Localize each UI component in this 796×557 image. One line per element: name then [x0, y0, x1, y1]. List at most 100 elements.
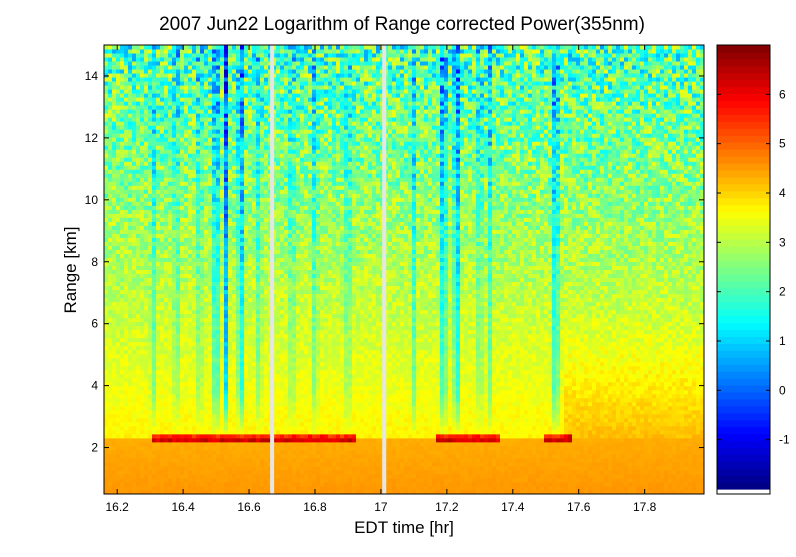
heatmap-cell [136, 193, 141, 198]
heatmap-cell [108, 165, 113, 170]
heatmap-cell [148, 401, 153, 407]
heatmap-cell [224, 205, 229, 210]
heatmap-cell [248, 173, 253, 178]
heatmap-cell [104, 101, 109, 106]
heatmap-cell [248, 45, 253, 50]
heatmap-cell [200, 141, 205, 146]
heatmap-cell [228, 377, 233, 383]
heatmap-cell [240, 265, 245, 270]
heatmap-cell [148, 449, 153, 455]
heatmap-cell [104, 413, 109, 419]
heatmap-cell [140, 285, 145, 291]
heatmap-cell [188, 177, 193, 182]
heatmap-cell [128, 133, 133, 138]
heatmap-cell [228, 145, 233, 150]
heatmap-cell [120, 149, 125, 154]
heatmap-cell [260, 325, 265, 331]
heatmap-cell [172, 145, 177, 150]
heatmap-cell [132, 421, 137, 427]
heatmap-cell [236, 321, 241, 327]
heatmap-cell [128, 373, 133, 379]
heatmap-cell [152, 121, 157, 126]
heatmap-cell [244, 325, 249, 331]
heatmap-cell [196, 329, 201, 335]
heatmap-cell [224, 489, 229, 495]
heatmap-cell [184, 45, 189, 50]
heatmap-cell [272, 321, 277, 327]
heatmap-cell [228, 365, 233, 371]
heatmap-cell [276, 333, 281, 339]
heatmap-cell [160, 53, 165, 58]
heatmap-cell [188, 189, 193, 194]
heatmap-cell [264, 441, 269, 447]
heatmap-cell [108, 433, 113, 439]
heatmap-cell [260, 317, 265, 323]
heatmap-cell [104, 337, 109, 343]
heatmap-cell [244, 457, 249, 463]
heatmap-cell [104, 165, 109, 170]
heatmap-cell [220, 113, 225, 118]
heatmap-cell [140, 289, 145, 295]
heatmap-cell [276, 337, 281, 343]
heatmap-cell [128, 193, 133, 198]
heatmap-cell [232, 209, 237, 214]
heatmap-cell [212, 65, 217, 70]
heatmap-cell [204, 453, 209, 459]
heatmap-cell [256, 197, 261, 202]
heatmap-cell [240, 137, 245, 142]
heatmap-cell [104, 489, 109, 495]
heatmap-cell [200, 213, 205, 218]
heatmap-cell [236, 97, 241, 102]
heatmap-cell [256, 121, 261, 126]
heatmap-cell [236, 469, 241, 475]
heatmap-cell [176, 237, 181, 242]
heatmap-cell [112, 77, 117, 82]
heatmap-cell [124, 153, 129, 158]
heatmap-cell [248, 161, 253, 166]
heatmap-cell [228, 325, 233, 331]
heatmap-cell [256, 477, 261, 483]
heatmap-cell [132, 429, 137, 435]
heatmap-cell [156, 225, 161, 230]
heatmap-cell [216, 329, 221, 335]
heatmap-cell [156, 385, 161, 391]
heatmap-cell [248, 177, 253, 182]
heatmap-cell [228, 405, 233, 411]
heatmap-cell [104, 281, 109, 287]
heatmap-cell [132, 333, 137, 339]
heatmap-cell [108, 325, 113, 331]
heatmap-cell [164, 309, 169, 315]
heatmap-cell [140, 265, 145, 270]
heatmap-cell [240, 61, 245, 66]
heatmap-cell [168, 285, 173, 291]
heatmap-cell [168, 389, 173, 395]
heatmap-cell [140, 53, 145, 58]
heatmap-cell [248, 485, 253, 491]
heatmap-cell [204, 45, 209, 50]
heatmap-cell [176, 333, 181, 339]
heatmap-cell [208, 337, 213, 343]
heatmap-cell [220, 109, 225, 114]
heatmap-cell [240, 85, 245, 90]
heatmap-cell [132, 381, 137, 387]
heatmap-cell [212, 101, 217, 106]
heatmap-cell [200, 145, 205, 150]
heatmap-cell [152, 425, 157, 431]
heatmap-cell [276, 205, 281, 210]
heatmap-cell [140, 345, 145, 351]
heatmap-cell [248, 113, 253, 118]
heatmap-cell [224, 449, 229, 455]
heatmap-cell [144, 397, 149, 403]
heatmap-cell [228, 285, 233, 291]
heatmap-cell [116, 141, 121, 146]
heatmap-cell [260, 265, 265, 270]
heatmap-cell [244, 297, 249, 303]
heatmap-cell [240, 373, 245, 379]
heatmap-cell [236, 329, 241, 335]
heatmap-cell [248, 69, 253, 74]
heatmap-cell [192, 113, 197, 118]
heatmap-cell [276, 121, 281, 126]
heatmap-cell [220, 485, 225, 491]
heatmap-cell [200, 437, 205, 443]
heatmap-cell [144, 89, 149, 94]
